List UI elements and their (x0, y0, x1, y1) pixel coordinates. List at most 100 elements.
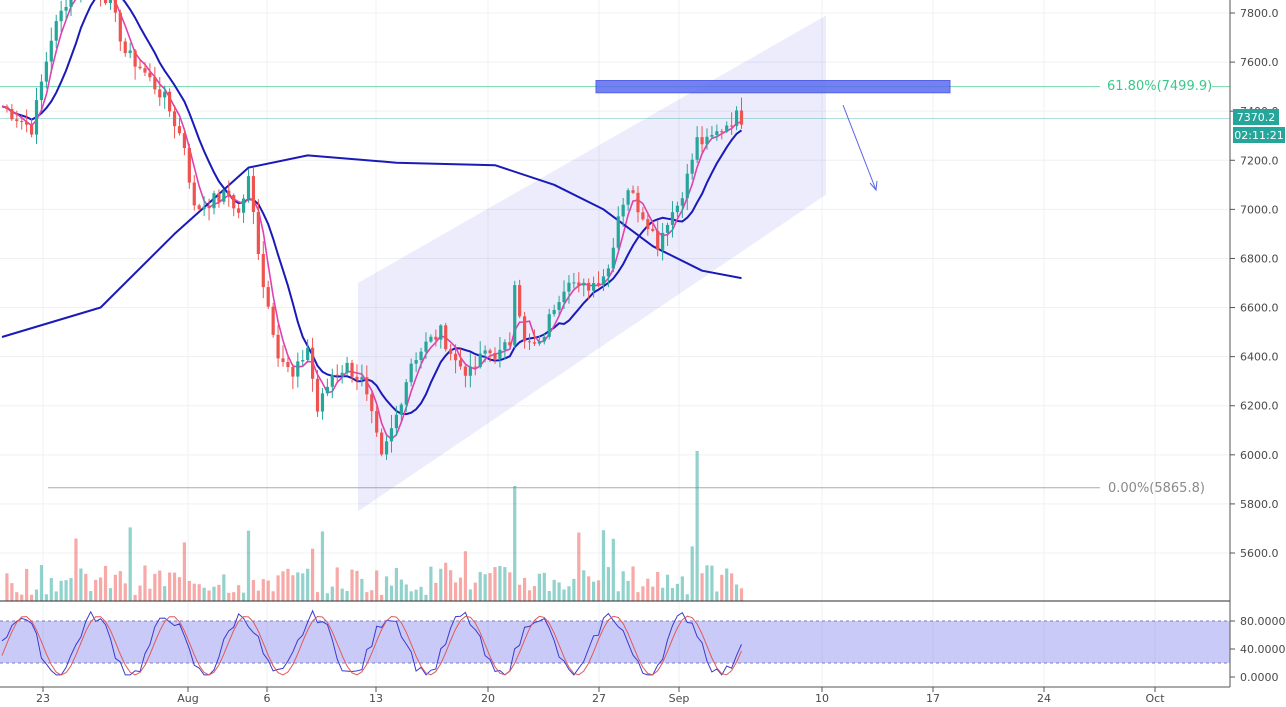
volume-bar (606, 567, 610, 601)
candle-body (148, 72, 152, 78)
candle-body (414, 360, 418, 364)
candle-body (631, 190, 635, 193)
volume-bar (429, 566, 433, 601)
volume-bar (473, 582, 477, 601)
stochastic-axis[interactable]: 80.0000 40.0000 0.0000 (1230, 615, 1286, 684)
volume-bar (172, 572, 177, 601)
candle-body (227, 190, 231, 196)
volume-bar (621, 571, 625, 601)
candle-body (20, 121, 24, 123)
volume-bar (128, 527, 132, 601)
volume-bar (197, 584, 201, 601)
candle-body (123, 41, 127, 54)
volume-bar (537, 573, 541, 601)
candle-body (725, 125, 729, 132)
candle-body (217, 193, 221, 202)
volume-bar (641, 586, 645, 601)
grid-lines (0, 0, 1230, 687)
candle-body (730, 125, 734, 127)
candle-body (478, 353, 482, 368)
arrow-head (869, 180, 878, 192)
volume-bar (518, 584, 522, 601)
stoch-k-line (1, 609, 742, 676)
volume-bar (478, 572, 482, 601)
volume-bar (281, 571, 285, 601)
volume-bar (552, 579, 556, 601)
volume-bar (725, 568, 729, 601)
volume-bar (651, 586, 655, 601)
volume-bar (20, 594, 24, 601)
candle-body (241, 198, 246, 213)
volume-bar (320, 531, 325, 601)
fib-0-label: 0.00%(5865.8) (1108, 481, 1205, 496)
candle-body (172, 111, 177, 127)
candle-body (34, 100, 39, 135)
volume-bar (375, 570, 379, 601)
candle-body (315, 378, 320, 412)
candle-body (567, 282, 571, 292)
candle-body (429, 336, 433, 342)
time-tick-label: 23 (36, 692, 50, 705)
volume-bar (246, 530, 251, 601)
candle-body (370, 394, 374, 412)
volume-bar (577, 532, 581, 601)
projection-arrow[interactable] (842, 104, 878, 192)
volume-bar (84, 573, 88, 601)
volume-bar (453, 582, 458, 601)
candle-body (596, 283, 601, 285)
candle-body (449, 349, 453, 354)
candle-body (5, 106, 9, 110)
volume-bar (44, 594, 48, 601)
resistance-zone[interactable] (595, 80, 951, 94)
candle-body (246, 176, 251, 199)
volume-bar (251, 579, 256, 601)
volume-bar (601, 530, 606, 601)
volume-bar (522, 577, 527, 601)
time-axis[interactable]: 23 Aug 6 13 20 27 Sep 10 17 24 Oct (36, 687, 1165, 705)
volume-bar (222, 574, 226, 601)
volume-bar (414, 589, 418, 601)
volume-bar (527, 590, 532, 601)
candle-body (513, 285, 517, 346)
volume-bar (133, 594, 137, 601)
volume-bar (700, 573, 704, 601)
volume-bar (557, 582, 561, 601)
volume-bar (74, 538, 78, 601)
candle-body (187, 148, 191, 183)
volume-bar (148, 588, 152, 601)
candle-body (330, 374, 334, 387)
volume-bar (365, 592, 369, 601)
candle-body (705, 136, 709, 145)
candle-body (715, 131, 719, 135)
volume-bars (5, 451, 744, 601)
candle-body (59, 10, 63, 22)
candle-body (444, 325, 448, 350)
volume-bar (458, 577, 463, 601)
candle-body (10, 109, 14, 120)
candle-body (695, 137, 699, 160)
candle-body (498, 349, 502, 359)
volume-bar (503, 567, 507, 601)
ma-mid-line (1, 0, 743, 416)
volume-bar (631, 566, 635, 601)
volume-bar (34, 589, 39, 601)
volume-bar (301, 573, 305, 601)
candle-body (168, 91, 172, 112)
candle-body (232, 195, 236, 209)
volume-bar (439, 568, 443, 601)
candle-body (493, 353, 497, 359)
candle-body (651, 228, 655, 231)
volume-bar (449, 570, 453, 601)
candle-body (665, 224, 670, 233)
candle-body (276, 334, 280, 359)
price-axis[interactable]: 7800.07600.07400.07200.07000.06800.06600… (1230, 7, 1279, 560)
volume-bar (64, 580, 68, 601)
volume-bar (256, 590, 260, 601)
volume-bar (59, 580, 63, 601)
candle-body (409, 363, 413, 383)
volume-bar (143, 565, 147, 601)
candle-body (286, 362, 290, 368)
volume-bar (587, 576, 591, 601)
candle-body (128, 50, 132, 54)
